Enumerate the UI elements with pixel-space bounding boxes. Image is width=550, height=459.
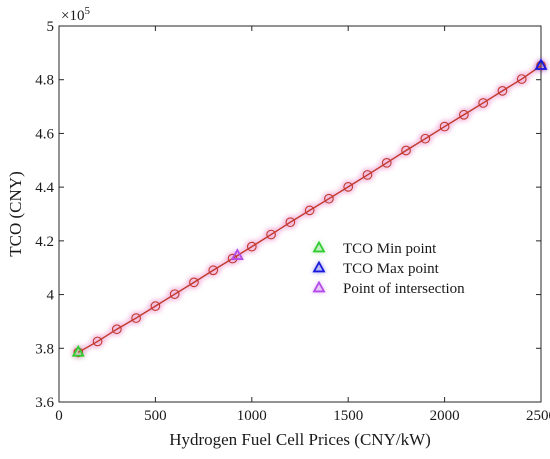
y-tick-label: 4.8 <box>35 73 54 89</box>
x-tick-label: 1000 <box>237 408 267 424</box>
y-tick-label: 4.4 <box>35 180 54 196</box>
x-tick-label: 2500 <box>526 408 550 424</box>
plot-frame <box>58 25 542 403</box>
data-point <box>189 277 199 288</box>
data-point <box>497 86 508 96</box>
data-point <box>304 205 315 216</box>
y-tick-label: 5 <box>47 19 55 35</box>
y-axis-multiplier: ×105 <box>61 5 90 24</box>
data-point <box>343 182 354 192</box>
data-point <box>111 324 122 335</box>
legend-marker <box>312 240 326 253</box>
series-line <box>77 65 542 353</box>
highlight-point <box>534 58 548 70</box>
y-tick-label: 4.6 <box>35 126 54 142</box>
y-tick-label: 4 <box>47 288 55 304</box>
data-point <box>439 121 450 132</box>
data-point <box>401 145 411 156</box>
legend-marker <box>312 280 326 293</box>
x-axis-title: Hydrogen Fuel Cell Prices (CNY/kW) <box>169 430 431 449</box>
x-tick-label: 2000 <box>430 408 460 424</box>
data-point <box>92 336 103 347</box>
data-point <box>478 98 489 108</box>
legend-label: TCO Min point <box>343 241 437 257</box>
data-point <box>285 217 296 228</box>
data-point <box>169 289 180 300</box>
legend-marker <box>312 260 326 273</box>
legend-label: Point of intersection <box>343 281 465 297</box>
y-tick-label: 4.2 <box>35 234 54 250</box>
data-point <box>324 193 334 204</box>
highlight-point <box>71 344 85 357</box>
data-point <box>516 74 527 84</box>
data-point <box>131 313 141 323</box>
data-point <box>362 170 373 180</box>
data-point <box>208 265 219 276</box>
multiplier-exponent: 5 <box>84 5 90 17</box>
x-tick-label: 500 <box>144 408 167 424</box>
data-point <box>150 301 161 311</box>
y-tick-label: 3.8 <box>35 341 54 357</box>
data-point <box>266 229 276 240</box>
data-point <box>459 109 469 120</box>
y-axis-title: TCO (CNY) <box>6 171 25 256</box>
legend-label: TCO Max point <box>343 261 440 277</box>
data-point <box>381 157 392 168</box>
multiplier-base: ×10 <box>61 8 84 24</box>
x-tick-label: 0 <box>55 408 63 424</box>
data-point <box>420 133 431 144</box>
y-tick-label: 3.6 <box>35 395 54 411</box>
data-point <box>246 241 257 252</box>
x-tick-label: 1500 <box>333 408 363 424</box>
highlight-point <box>230 248 244 260</box>
